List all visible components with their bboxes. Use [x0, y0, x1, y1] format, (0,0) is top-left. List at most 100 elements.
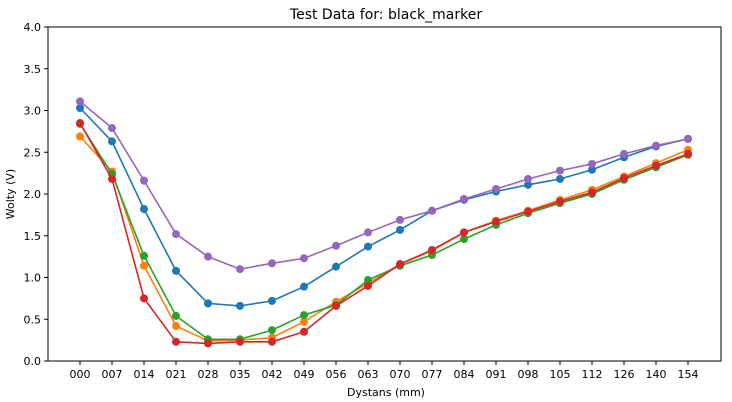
- data-point: [172, 266, 180, 275]
- data-point: [684, 134, 692, 143]
- x-tick-label: 105: [550, 368, 571, 381]
- y-tick-label: 3.5: [24, 63, 42, 76]
- data-point: [396, 260, 404, 269]
- data-point: [652, 161, 660, 170]
- series-3: [76, 119, 692, 344]
- data-point: [684, 149, 692, 158]
- data-point: [140, 251, 148, 260]
- chart-title: Test Data for: black_marker: [289, 7, 482, 23]
- data-point: [236, 337, 244, 346]
- data-point: [172, 230, 180, 239]
- data-point: [332, 241, 340, 250]
- data-point: [524, 174, 532, 183]
- data-point: [76, 97, 84, 106]
- data-point: [652, 141, 660, 150]
- x-tick-label: 070: [390, 368, 411, 381]
- data-point: [300, 317, 308, 326]
- data-point: [172, 337, 180, 346]
- data-point: [268, 259, 276, 268]
- data-point: [524, 180, 532, 189]
- data-point: [428, 206, 436, 215]
- data-point: [332, 301, 340, 310]
- x-tick-label: 091: [486, 368, 507, 381]
- y-tick-label: 1.0: [24, 272, 42, 285]
- data-point: [76, 119, 84, 128]
- data-point: [620, 174, 628, 183]
- data-point: [300, 282, 308, 291]
- data-point: [76, 132, 84, 141]
- data-point: [428, 245, 436, 254]
- x-tick-label: 042: [262, 368, 283, 381]
- data-point: [460, 195, 468, 204]
- data-point: [140, 176, 148, 185]
- series-line: [79, 107, 689, 307]
- data-point: [396, 225, 404, 234]
- data-point: [588, 159, 596, 168]
- data-point: [364, 276, 372, 285]
- data-point: [492, 184, 500, 193]
- x-tick-label: 077: [422, 368, 443, 381]
- data-point: [108, 124, 116, 133]
- y-axis-label: Wolty (V): [4, 169, 17, 219]
- y-tick-label: 0.0: [24, 355, 42, 368]
- data-point: [396, 215, 404, 224]
- data-point: [620, 149, 628, 158]
- x-tick-label: 098: [518, 368, 539, 381]
- series-layer: [76, 97, 692, 348]
- series-4: [76, 119, 692, 348]
- data-point: [556, 174, 564, 183]
- x-tick-label: 014: [134, 368, 155, 381]
- series-line: [79, 123, 689, 341]
- data-point: [236, 301, 244, 310]
- x-axis: 000 007 014 021 028 035 042 049 056 063 070 077 084 0…: [70, 361, 699, 381]
- x-tick-label: 000: [70, 368, 91, 381]
- data-point: [364, 228, 372, 237]
- data-point: [492, 217, 500, 226]
- data-point: [108, 137, 116, 146]
- y-tick-label: 3.0: [24, 105, 42, 118]
- data-point: [268, 296, 276, 305]
- y-tick-label: 4.0: [24, 21, 42, 34]
- data-point: [332, 262, 340, 271]
- data-point: [204, 252, 212, 261]
- x-tick-label: 063: [358, 368, 379, 381]
- data-point: [108, 174, 116, 183]
- x-tick-label: 140: [646, 368, 667, 381]
- x-tick-label: 028: [198, 368, 219, 381]
- x-axis-label: Dystans (mm): [347, 386, 425, 399]
- data-point: [172, 311, 180, 320]
- y-tick-label: 2.5: [24, 146, 42, 159]
- data-point: [524, 207, 532, 216]
- data-point: [460, 235, 468, 244]
- data-point: [460, 228, 468, 237]
- data-point: [364, 281, 372, 290]
- data-point: [140, 294, 148, 303]
- y-axis: 0.0 0.5 1.0 1.5 2.0 2.5 3.0 3.5 4.0: [24, 21, 48, 368]
- data-point: [268, 337, 276, 346]
- series-5: [76, 97, 692, 274]
- data-point: [204, 299, 212, 308]
- data-point: [172, 321, 180, 330]
- data-point: [300, 254, 308, 263]
- y-tick-label: 1.5: [24, 230, 42, 243]
- x-tick-label: 021: [166, 368, 187, 381]
- data-point: [588, 165, 596, 174]
- data-point: [236, 265, 244, 274]
- series-line: [79, 122, 689, 345]
- data-point: [268, 326, 276, 335]
- data-point: [204, 339, 212, 348]
- data-point: [76, 103, 84, 112]
- y-tick-label: 2.0: [24, 188, 42, 201]
- x-tick-label: 154: [678, 368, 699, 381]
- x-tick-label: 112: [582, 368, 603, 381]
- data-point: [300, 311, 308, 320]
- data-point: [364, 242, 372, 251]
- data-point: [140, 261, 148, 270]
- x-tick-label: 035: [230, 368, 251, 381]
- data-point: [556, 166, 564, 175]
- data-point: [300, 327, 308, 336]
- y-tick-label: 0.5: [24, 313, 42, 326]
- x-tick-label: 126: [614, 368, 635, 381]
- series-line: [79, 100, 689, 270]
